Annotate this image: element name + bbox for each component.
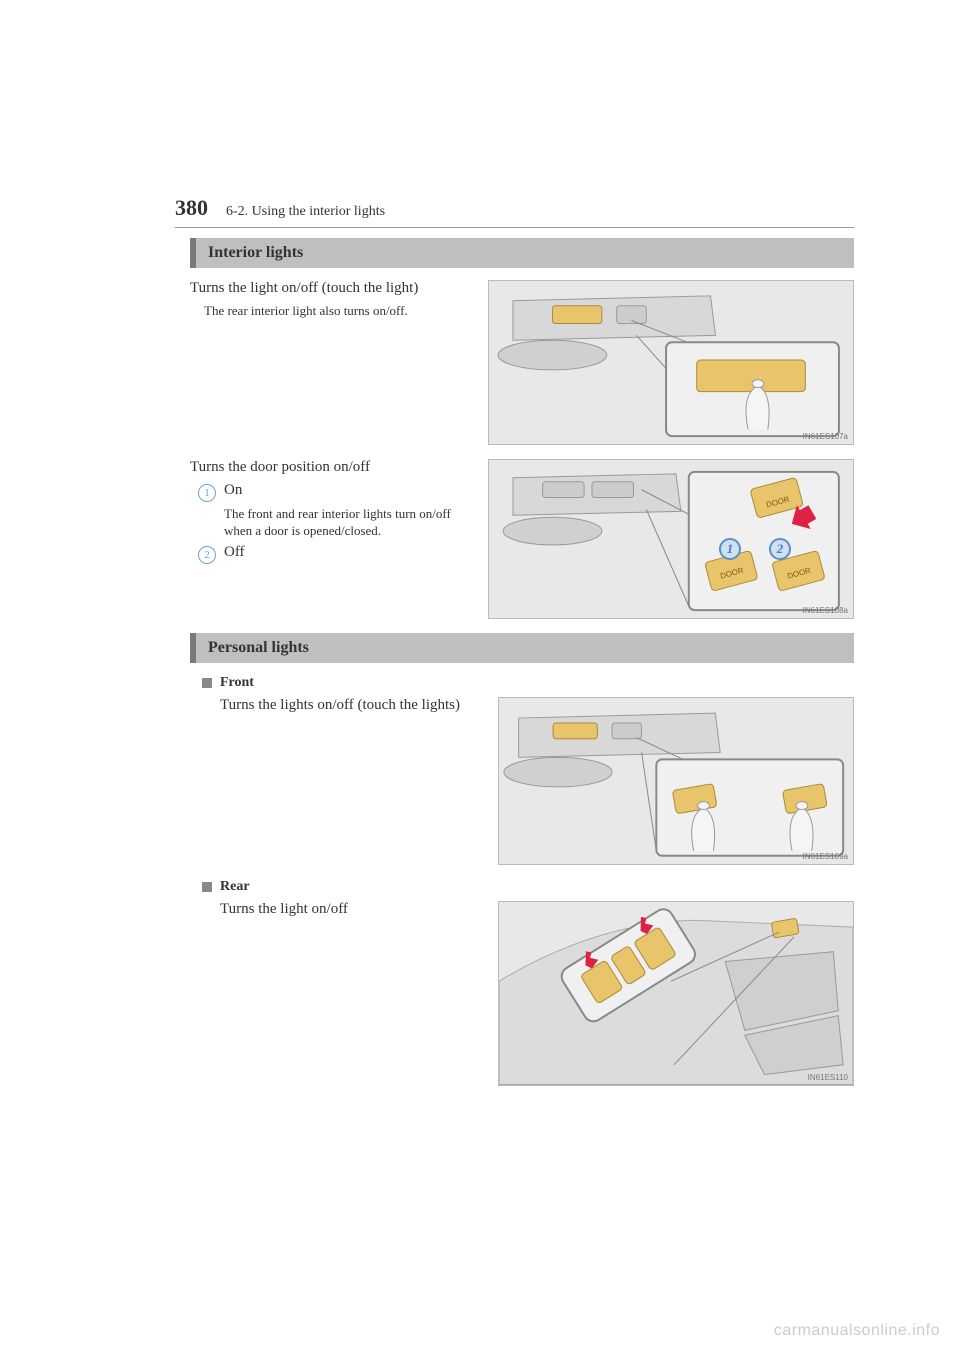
block-front-lights: Turns the lights on/off (touch the light… xyxy=(190,697,854,865)
figure-rear-light: IN61ES110 xyxy=(498,901,854,1086)
door-switch-icon: DOOR DOOR DOOR xyxy=(489,460,853,618)
square-bullet-icon xyxy=(202,882,212,892)
block-touch-light: Turns the light on/off (touch the light)… xyxy=(190,280,854,445)
front-lights-icon xyxy=(499,698,853,864)
body-text: Turns the lights on/off (touch the light… xyxy=(220,697,480,714)
page-number: 380 xyxy=(175,195,208,221)
figure-label: IN61ES109a xyxy=(803,852,848,861)
sub-text: The rear interior light also turns on/of… xyxy=(204,303,470,319)
sub-heading-text: Rear xyxy=(220,879,250,895)
block-door-position: Turns the door position on/off 1 On The … xyxy=(190,459,854,619)
text-column: Turns the light on/off xyxy=(220,901,480,924)
content-area: Interior lights Turns the light on/off (… xyxy=(190,238,854,1100)
list-item-off: 2 Off xyxy=(198,544,470,564)
section-title-interior-lights: Interior lights xyxy=(190,238,854,268)
text-column: Turns the light on/off (touch the light)… xyxy=(190,280,470,325)
list-description: The front and rear interior lights turn … xyxy=(224,506,470,540)
text-column: Turns the door position on/off 1 On The … xyxy=(190,459,470,568)
figure-column: IN61ES109a xyxy=(498,697,854,865)
figure-label: IN61ES107a xyxy=(803,432,848,441)
text-column: Turns the lights on/off (touch the light… xyxy=(220,697,480,720)
callout-2-icon: 2 xyxy=(769,538,791,560)
chapter-title: 6-2. Using the interior lights xyxy=(226,204,385,220)
sub-heading-text: Front xyxy=(220,675,254,691)
sub-heading-rear: Rear xyxy=(202,879,854,895)
sub-heading-front: Front xyxy=(202,675,854,691)
figure-front-personal-lights: IN61ES109a xyxy=(498,697,854,865)
figure-column: IN61ES107a xyxy=(488,280,854,445)
square-bullet-icon xyxy=(202,678,212,688)
watermark: carmanualsonline.info xyxy=(774,1322,940,1340)
callout-1-icon: 1 xyxy=(719,538,741,560)
block-rear-lights: Turns the light on/off xyxy=(190,901,854,1086)
figure-door-position: DOOR DOOR DOOR 1 2 IN61 xyxy=(488,459,854,619)
figure-column: IN61ES110 xyxy=(498,901,854,1086)
rear-light-icon xyxy=(499,902,853,1085)
body-text: Turns the door position on/off xyxy=(190,459,470,476)
page-header: 380 6-2. Using the interior lights xyxy=(175,195,854,228)
list-label: On xyxy=(224,482,242,499)
figure-label: IN61ES110 xyxy=(808,1073,848,1082)
overhead-console-icon xyxy=(489,281,853,444)
list-item-on: 1 On xyxy=(198,482,470,502)
numbered-marker-1-icon: 1 xyxy=(198,484,216,502)
figure-interior-light-touch: IN61ES107a xyxy=(488,280,854,445)
figure-column: DOOR DOOR DOOR 1 2 IN61 xyxy=(488,459,854,619)
section-title-personal-lights: Personal lights xyxy=(190,633,854,663)
body-text: Turns the light on/off xyxy=(220,901,480,918)
figure-label: IN61ES108a xyxy=(803,606,848,615)
numbered-marker-2-icon: 2 xyxy=(198,546,216,564)
body-text: Turns the light on/off (touch the light) xyxy=(190,280,470,297)
list-label: Off xyxy=(224,544,245,561)
page: 380 6-2. Using the interior lights Inter… xyxy=(0,0,960,1358)
